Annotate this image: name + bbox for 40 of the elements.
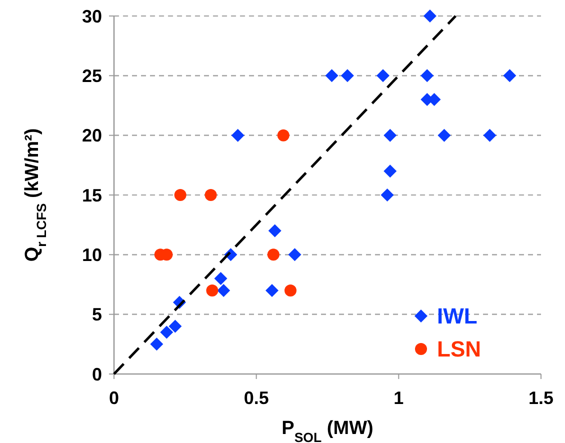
point [288,248,302,262]
y-tick-label: 0 [92,364,102,384]
point [268,224,282,238]
point [174,189,186,201]
point [214,272,228,286]
y-tick-label: 30 [82,6,102,26]
y-tick-label: 10 [82,244,102,265]
legend-label: IWL [437,304,478,329]
y-tick-label: 5 [92,304,102,325]
y-tick-label: 25 [82,66,102,86]
point [204,189,217,201]
point [376,69,390,82]
point [340,69,354,82]
point [231,128,244,142]
point [267,248,280,261]
point [217,284,230,297]
y-tick-label: 15 [82,185,102,206]
point [420,69,434,82]
point [168,320,182,333]
x-tick-label: 0.5 [244,388,269,408]
point [277,129,290,142]
x-tick-label: 1 [394,388,404,408]
point [423,10,436,22]
point [384,128,397,142]
legend-label: LSN [437,336,481,362]
x-tick-label: 0 [108,388,120,408]
point [160,326,174,339]
y-tick-label: 20 [82,126,102,146]
point [325,69,338,82]
point [150,338,164,351]
point [503,69,516,82]
point [483,128,496,142]
x-axis-title: P$_{SOL}$ (MW) [282,418,374,443]
point [380,188,394,202]
point [265,284,278,297]
point [206,284,218,296]
point [438,128,451,142]
point [384,164,397,178]
x-tick-label: 1.5 [528,388,554,408]
point [284,284,296,296]
